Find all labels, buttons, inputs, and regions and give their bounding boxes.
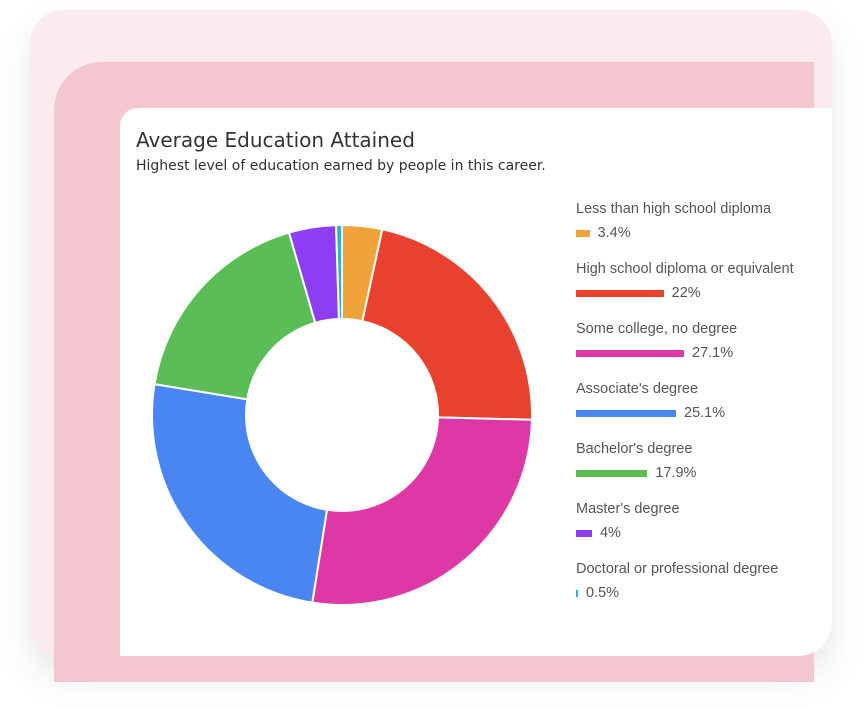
legend-value: 25.1% [684, 405, 726, 421]
legend-label: Less than high school diploma [576, 201, 772, 217]
legend-item: Some college, no degree 27.1% [576, 320, 826, 380]
legend-label: Some college, no degree [576, 321, 738, 337]
chart-subtitle: Highest level of education earned by peo… [136, 158, 546, 174]
legend-bar [576, 289, 664, 297]
donut-chart [151, 223, 533, 606]
legend-value: 22% [671, 285, 701, 301]
legend-item: High school diploma or equivalent 22% [576, 260, 826, 320]
legend-bar [576, 469, 648, 477]
legend-item: Doctoral or professional degree 0.5% [576, 560, 826, 620]
pie-slice [153, 231, 317, 401]
pie-slice [151, 382, 329, 604]
legend-bar [576, 349, 684, 357]
pie-slice [361, 228, 533, 421]
legend-label: High school diploma or equivalent [576, 261, 794, 277]
chart-card: Average Education Attained Highest level… [120, 108, 832, 656]
legend-label: Doctoral or professional degree [576, 561, 779, 577]
legend-row: 25.1% [576, 404, 826, 422]
pie-slice [311, 416, 533, 606]
legend-item: Less than high school diploma 3.4% [576, 200, 826, 260]
legend-value: 17.9% [655, 465, 697, 481]
legend-value: 0.5% [586, 585, 620, 601]
chart-legend: Less than high school diploma 3.4% High sc… [576, 200, 826, 620]
legend-item: Bachelor's degree 17.9% [576, 440, 826, 500]
legend-row: 27.1% [576, 344, 826, 362]
legend-row: 0.5% [576, 584, 826, 602]
legend-value: 4% [599, 525, 621, 541]
legend-value: 27.1% [692, 345, 734, 361]
legend-label: Bachelor's degree [576, 441, 693, 457]
legend-bar [576, 229, 590, 237]
legend-bar [576, 529, 592, 537]
legend-bar [576, 409, 677, 417]
legend-row: 3.4% [576, 224, 826, 242]
legend-label: Master's degree [576, 501, 680, 517]
legend-value: 3.4% [597, 225, 631, 241]
legend-row: 4% [576, 524, 826, 542]
legend-label: Associate's degree [576, 381, 699, 397]
legend-bar [576, 589, 578, 597]
pie-slice [335, 223, 343, 321]
legend-row: 22% [576, 284, 826, 302]
chart-title: Average Education Attained [136, 128, 415, 152]
legend-item: Master's degree 4% [576, 500, 826, 560]
legend-row: 17.9% [576, 464, 826, 482]
legend-item: Associate's degree 25.1% [576, 380, 826, 440]
